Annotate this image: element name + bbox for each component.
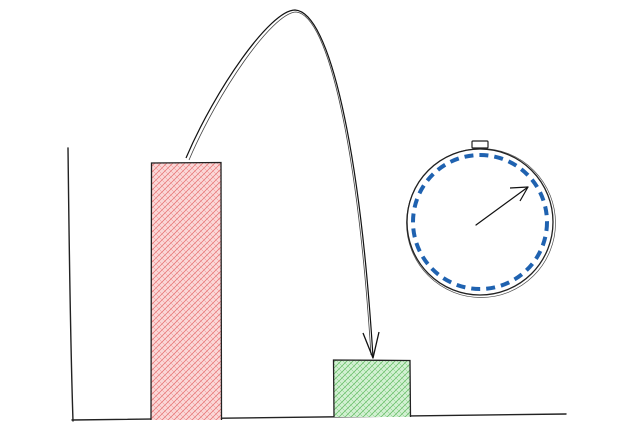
tall-bar-outline xyxy=(150,161,223,421)
transfer-arrow xyxy=(185,9,380,359)
arrow-curve-sketch xyxy=(188,11,372,356)
tall-bar xyxy=(150,161,223,421)
arrow-head xyxy=(362,331,380,359)
arrow-curve xyxy=(185,9,374,358)
stopwatch-icon xyxy=(406,140,556,298)
short-bar-outline xyxy=(332,359,412,418)
stopwatch-outer-ring-sketch xyxy=(406,148,556,298)
short-bar xyxy=(332,359,412,418)
stopwatch-hand xyxy=(475,186,529,226)
stopwatch-crown xyxy=(471,140,489,149)
y-axis-line xyxy=(67,147,74,422)
stopwatch-hand-tip xyxy=(509,186,529,202)
axes xyxy=(67,147,567,422)
x-axis-line xyxy=(71,413,567,421)
stopwatch-dashed-ring xyxy=(411,153,549,291)
